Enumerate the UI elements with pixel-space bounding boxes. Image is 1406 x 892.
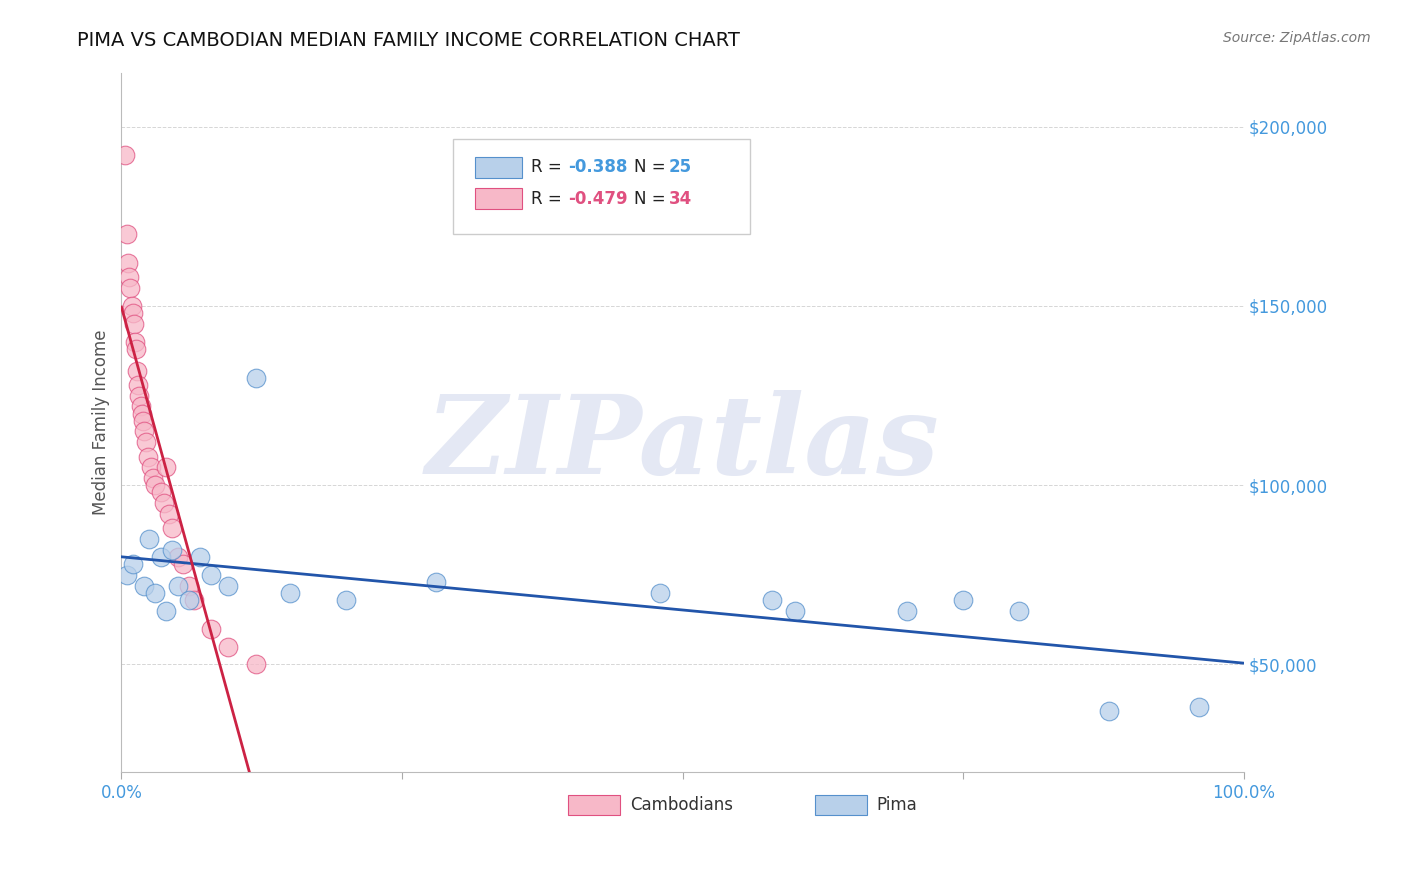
Point bbox=[160, 542, 183, 557]
Y-axis label: Median Family Income: Median Family Income bbox=[93, 330, 110, 516]
Point bbox=[114, 148, 136, 162]
Point bbox=[425, 574, 447, 589]
Point bbox=[128, 388, 150, 402]
Point bbox=[166, 578, 188, 592]
Point bbox=[166, 549, 188, 564]
Point bbox=[121, 557, 143, 571]
Point bbox=[1188, 700, 1211, 714]
Point bbox=[177, 593, 200, 607]
Point bbox=[188, 549, 211, 564]
Point bbox=[335, 593, 357, 607]
Point bbox=[118, 270, 141, 285]
Point bbox=[896, 604, 918, 618]
Point bbox=[153, 496, 176, 510]
Point bbox=[200, 622, 222, 636]
Point bbox=[200, 567, 222, 582]
Point bbox=[155, 604, 177, 618]
Point bbox=[131, 407, 153, 421]
Point bbox=[1098, 704, 1121, 718]
Text: Pima: Pima bbox=[877, 796, 918, 814]
Point bbox=[121, 299, 143, 313]
Point bbox=[1008, 604, 1031, 618]
Point bbox=[217, 578, 239, 592]
Point bbox=[139, 460, 162, 475]
Point bbox=[122, 317, 145, 331]
Text: 25: 25 bbox=[669, 159, 692, 177]
Point bbox=[117, 256, 139, 270]
FancyBboxPatch shape bbox=[453, 139, 749, 234]
Text: Cambodians: Cambodians bbox=[630, 796, 733, 814]
Text: ZIPatlas: ZIPatlas bbox=[426, 390, 939, 497]
Point bbox=[172, 557, 194, 571]
Point bbox=[135, 435, 157, 450]
Point bbox=[132, 414, 155, 428]
Point bbox=[121, 306, 143, 320]
FancyBboxPatch shape bbox=[815, 795, 866, 815]
Point bbox=[132, 425, 155, 439]
Point bbox=[127, 363, 149, 377]
Point bbox=[177, 578, 200, 592]
FancyBboxPatch shape bbox=[568, 795, 620, 815]
Point bbox=[124, 334, 146, 349]
Point bbox=[217, 640, 239, 654]
Text: R =: R = bbox=[531, 159, 567, 177]
Point bbox=[650, 586, 672, 600]
Point bbox=[115, 227, 138, 242]
Point bbox=[160, 521, 183, 535]
Point bbox=[183, 593, 205, 607]
Point bbox=[155, 460, 177, 475]
Text: Source: ZipAtlas.com: Source: ZipAtlas.com bbox=[1223, 31, 1371, 45]
Text: -0.479: -0.479 bbox=[568, 190, 627, 208]
Point bbox=[783, 604, 806, 618]
Point bbox=[115, 567, 138, 582]
Text: 34: 34 bbox=[669, 190, 692, 208]
Point bbox=[143, 478, 166, 492]
Point bbox=[157, 507, 180, 521]
Text: -0.388: -0.388 bbox=[568, 159, 627, 177]
Point bbox=[125, 342, 148, 356]
Point bbox=[245, 370, 267, 384]
Point bbox=[127, 377, 149, 392]
FancyBboxPatch shape bbox=[475, 188, 522, 210]
Point bbox=[120, 281, 142, 295]
Point bbox=[278, 586, 301, 600]
Point bbox=[761, 593, 783, 607]
Text: PIMA VS CAMBODIAN MEDIAN FAMILY INCOME CORRELATION CHART: PIMA VS CAMBODIAN MEDIAN FAMILY INCOME C… bbox=[77, 31, 740, 50]
Text: N =: N = bbox=[634, 190, 671, 208]
FancyBboxPatch shape bbox=[475, 157, 522, 178]
Text: N =: N = bbox=[634, 159, 671, 177]
Point bbox=[149, 485, 172, 500]
Text: R =: R = bbox=[531, 190, 567, 208]
Point bbox=[142, 471, 165, 485]
Point bbox=[149, 549, 172, 564]
Point bbox=[952, 593, 974, 607]
Point bbox=[138, 532, 160, 546]
Point bbox=[129, 400, 152, 414]
Point bbox=[245, 657, 267, 672]
Point bbox=[138, 450, 160, 464]
Point bbox=[132, 578, 155, 592]
Point bbox=[143, 586, 166, 600]
